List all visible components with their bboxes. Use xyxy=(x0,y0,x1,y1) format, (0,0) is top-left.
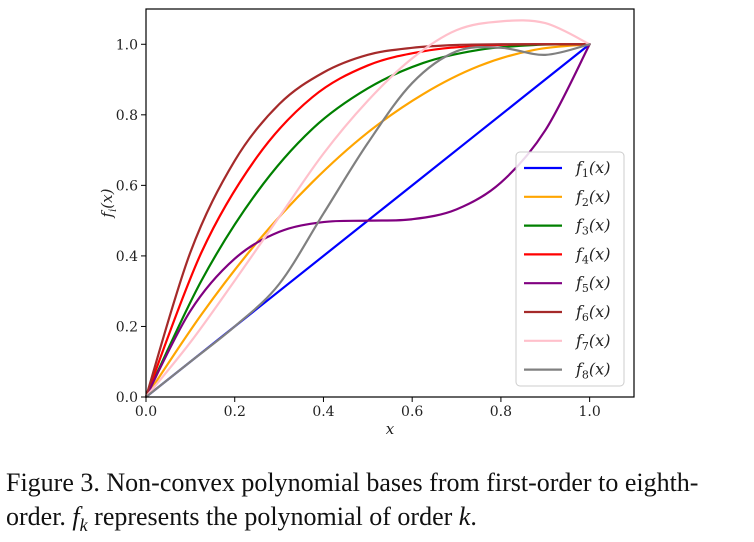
x-tick-label: 0.8 xyxy=(490,404,512,420)
series-line-2 xyxy=(144,43,591,399)
x-tick-label: 1.0 xyxy=(579,404,601,420)
caption-label: Figure 3. xyxy=(6,468,100,497)
figure-caption: Figure 3. Non-convex polynomial bases fr… xyxy=(6,466,752,542)
legend-box xyxy=(515,151,625,387)
legend-label-4: f4(x) xyxy=(575,244,610,266)
caption-math-f: f xyxy=(72,502,80,531)
series-line-3 xyxy=(144,43,591,399)
y-axis-label: fi(x) xyxy=(98,188,119,218)
y-tick-label: 1.0 xyxy=(116,37,138,53)
x-axis-ticks: 0.0 0.2 0.4 0.6 0.8 1.0 xyxy=(135,397,601,420)
y-axis-label-f: f xyxy=(98,209,116,218)
series-line-8 xyxy=(144,43,591,399)
x-axis-label: x xyxy=(386,420,395,438)
caption-text-1: Non-convex polynomial bases from first-o… xyxy=(6,468,699,531)
caption-text-3: . xyxy=(470,502,477,531)
plot-frame xyxy=(145,8,635,398)
legend-label-7: f7(x) xyxy=(575,331,610,353)
legend-label-8: f8(x) xyxy=(575,360,610,382)
legend-label-3: f3(x) xyxy=(575,216,610,238)
legend-label-2: f2(x) xyxy=(575,187,610,209)
legend-label-6: f6(x) xyxy=(575,302,610,324)
x-tick-label: 0.6 xyxy=(401,404,423,420)
y-tick-label: 0.2 xyxy=(116,319,138,335)
series-line-7 xyxy=(144,19,591,399)
chart: 0.0 0.2 0.4 0.6 0.8 1.0 0.00.20.40.60.81.0 x … xyxy=(98,8,635,438)
legend: f1(x) f2(x) f3(x) f4(x) f5(x) f6(x) f7(x) f8(x) xyxy=(515,151,625,387)
caption-math-sub: k xyxy=(79,515,88,536)
y-tick-label: 0.0 xyxy=(116,390,138,406)
y-tick-label: 0.4 xyxy=(116,249,138,265)
y-axis-label-arg: (x) xyxy=(98,188,116,208)
y-tick-label: 0.6 xyxy=(116,178,138,194)
x-tick-label: 0.4 xyxy=(312,404,334,420)
y-tick-label: 0.8 xyxy=(116,108,138,124)
series-line-6 xyxy=(144,43,591,399)
caption-text-2: represents the polynomial of order xyxy=(87,502,459,531)
y-axis-label-sub: i xyxy=(108,209,119,212)
x-tick-label: 0.2 xyxy=(224,404,246,420)
y-axis-ticks: 0.0 0.2 0.4 0.6 0.8 1.0 xyxy=(116,37,146,406)
legend-label-1: f1(x) xyxy=(575,158,610,180)
plot-lines xyxy=(144,19,591,399)
caption-math-k: k xyxy=(458,502,471,531)
legend-label-5: f5(x) xyxy=(575,273,610,295)
x-tick-label: 0.0 xyxy=(135,404,157,420)
